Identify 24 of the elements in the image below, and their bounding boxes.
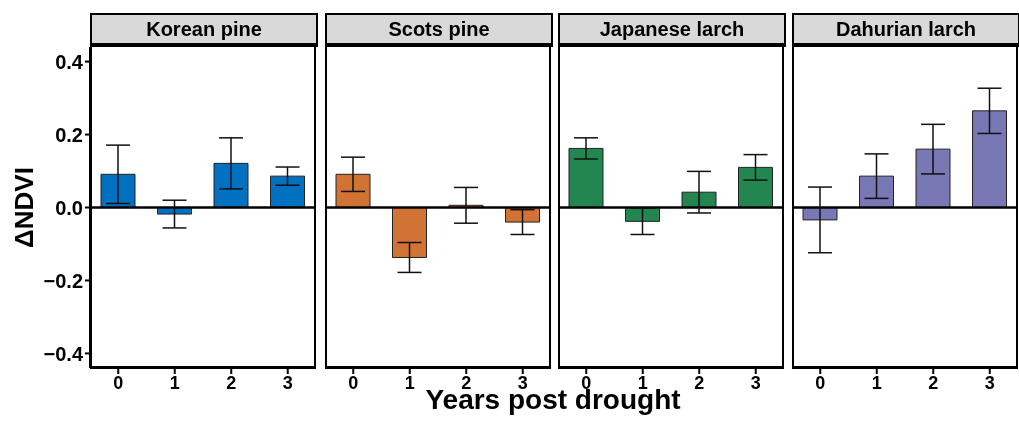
y-tick-label: −0.4 xyxy=(43,342,84,365)
x-tick-label: 1 xyxy=(637,372,648,393)
y-tick-label: 0.0 xyxy=(55,196,83,219)
x-tick-label: 0 xyxy=(348,372,359,393)
x-tick-label: 0 xyxy=(113,372,124,393)
x-tick-label: 0 xyxy=(815,372,826,393)
x-tick-label: 2 xyxy=(928,372,939,393)
x-tick-label: 1 xyxy=(404,372,415,393)
y-axis-title: ΔNDVI xyxy=(9,167,40,248)
y-tick-label: −0.2 xyxy=(43,269,83,292)
chart-title: Dahurian larch xyxy=(792,13,1019,47)
x-tick-label: 1 xyxy=(871,372,882,393)
x-tick-label: 2 xyxy=(694,372,705,393)
x-tick-label: 3 xyxy=(750,372,761,393)
x-tick-label: 2 xyxy=(226,372,237,393)
x-tick-label: 3 xyxy=(517,372,528,393)
x-tick-label: 3 xyxy=(984,372,995,393)
chart-title: Scots pine xyxy=(325,13,553,47)
y-tick-label: 0.2 xyxy=(55,123,83,146)
chart-title: Korean pine xyxy=(90,13,318,47)
x-tick-label: 1 xyxy=(169,372,180,393)
chart-title: Japanese larch xyxy=(558,13,786,47)
x-tick-label: 3 xyxy=(282,372,293,393)
y-tick-label: 0.4 xyxy=(55,50,84,73)
